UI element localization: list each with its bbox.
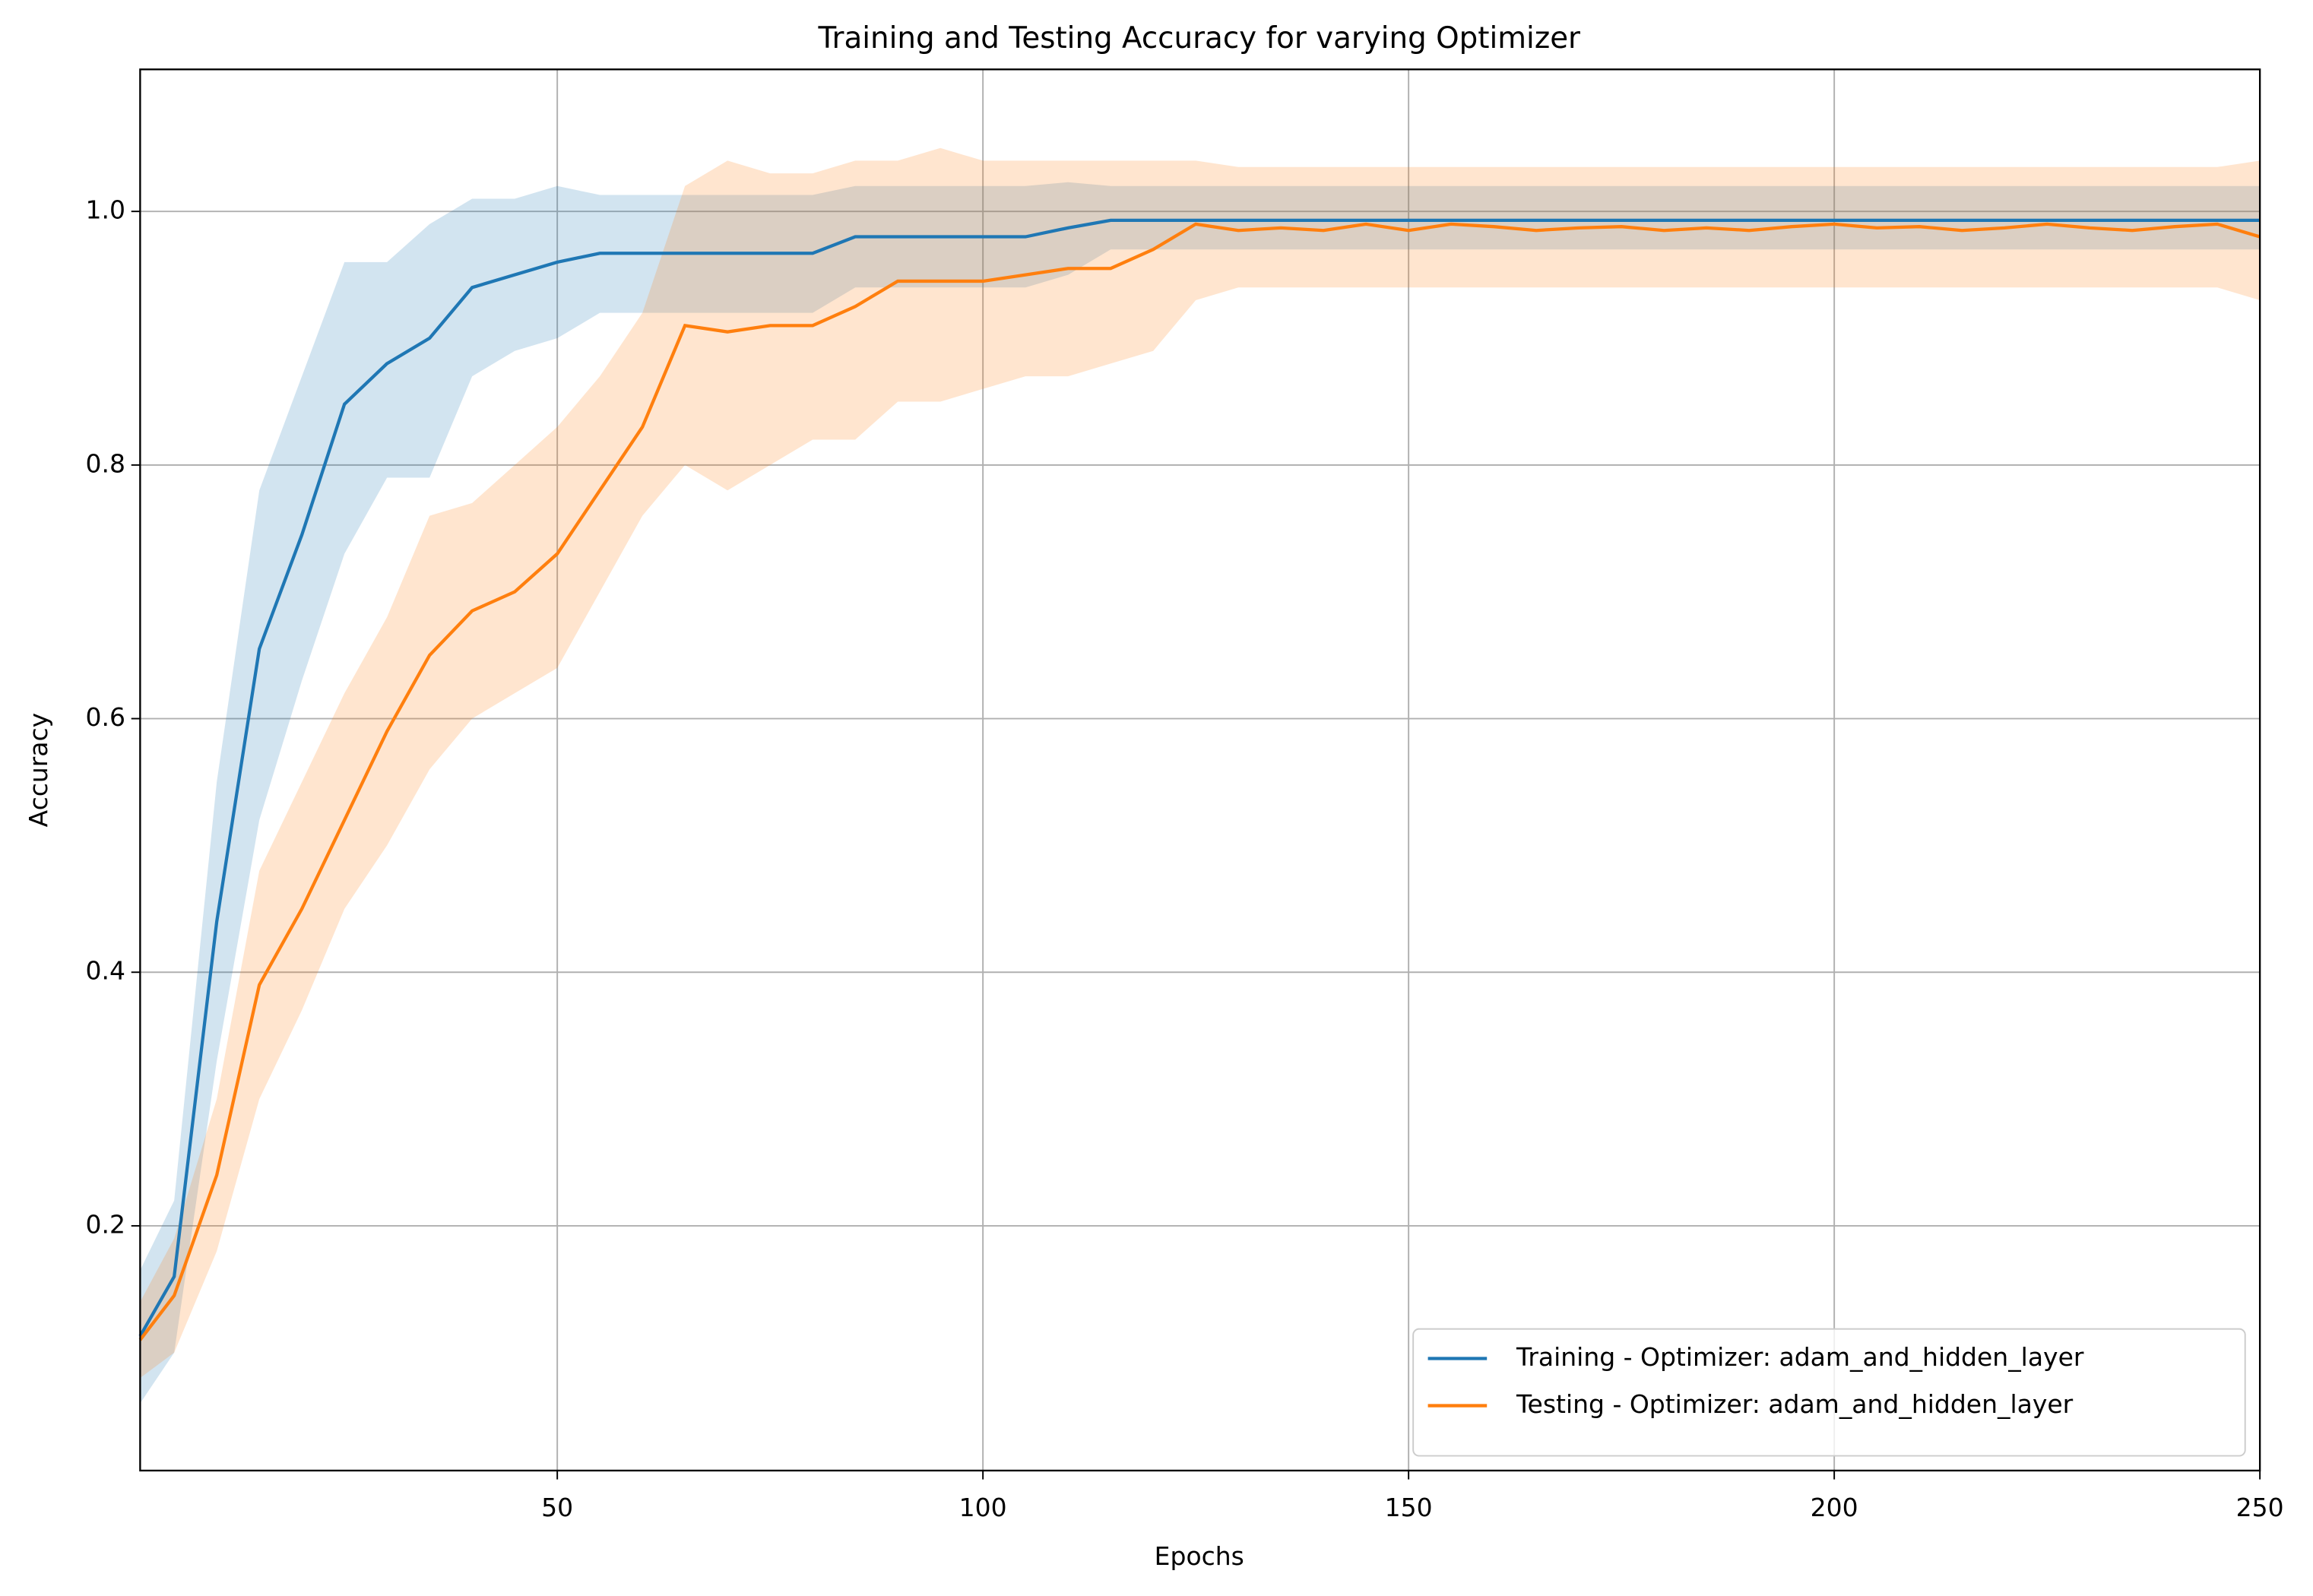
x-tick-label: 50	[541, 1493, 573, 1522]
legend-box	[1412, 1328, 2246, 1457]
legend-label: Training - Optimizer: adam_and_hidden_la…	[1516, 1342, 2084, 1372]
x-axis-label: Epochs	[1155, 1541, 1244, 1571]
series-line	[138, 222, 2261, 1341]
series-line	[138, 218, 2261, 1338]
y-tick-label: 0.6	[85, 702, 125, 732]
y-tick-label: 0.4	[85, 956, 125, 986]
x-tick-label: 100	[959, 1493, 1007, 1522]
x-tick-label: 250	[2236, 1493, 2284, 1522]
y-tick-label: 0.2	[85, 1209, 125, 1239]
x-tick-label: 150	[1385, 1493, 1433, 1522]
legend-label: Testing - Optimizer: adam_and_hidden_lay…	[1516, 1389, 2074, 1419]
y-tick-label: 0.8	[85, 448, 125, 478]
plot-frame	[139, 68, 2261, 1472]
y-axis-label: Accuracy	[24, 713, 53, 828]
confidence-band	[140, 147, 2261, 1379]
confidence-band	[140, 182, 2261, 1404]
chart-title: Training and Testing Accuracy for varyin…	[818, 21, 1581, 55]
x-tick-label: 200	[1811, 1493, 1858, 1522]
y-tick-label: 1.0	[85, 195, 125, 225]
